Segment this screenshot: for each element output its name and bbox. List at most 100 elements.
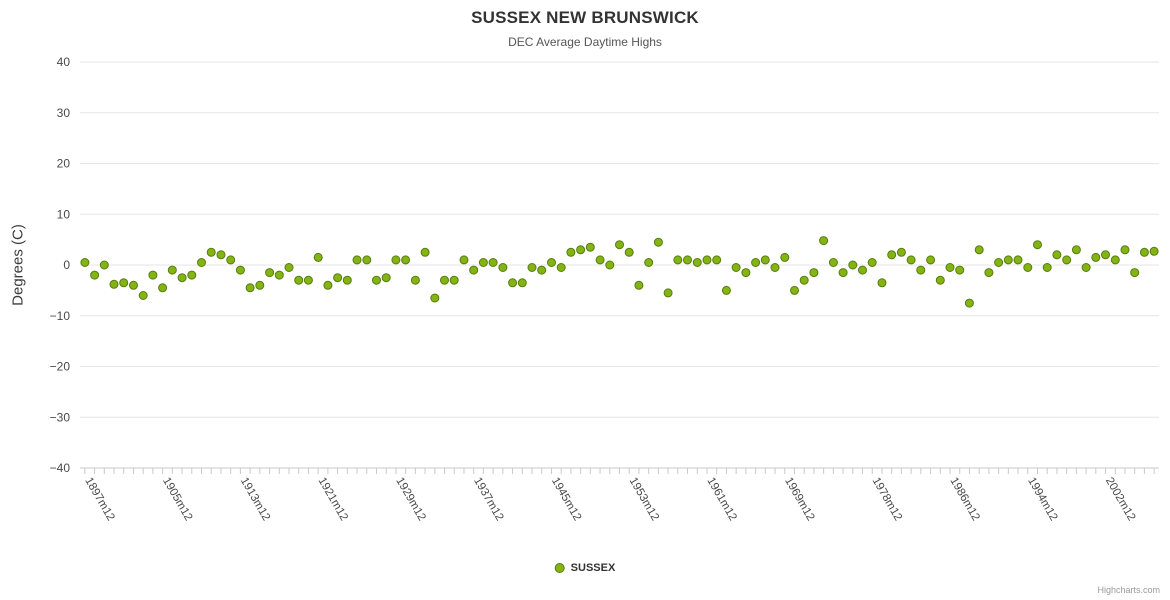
data-point	[508, 278, 518, 288]
data-point	[556, 263, 566, 272]
legend-label: SUSSEX	[570, 562, 616, 574]
y-tick-label: −10	[50, 309, 71, 323]
data-point	[955, 265, 965, 275]
data-point	[576, 245, 586, 255]
y-tick-label: 30	[57, 106, 71, 120]
data-point	[1091, 252, 1101, 262]
data-point	[517, 278, 527, 288]
data-point	[177, 273, 187, 283]
data-point	[683, 255, 692, 265]
y-tick-label: −20	[50, 360, 71, 374]
data-point	[206, 247, 216, 257]
data-point	[547, 258, 556, 267]
data-point	[634, 280, 644, 290]
data-point	[255, 280, 265, 290]
x-tick-label: 1929m12	[393, 476, 427, 524]
x-tick-label: 1945m12	[549, 476, 583, 524]
data-point	[702, 255, 712, 265]
data-point	[984, 268, 994, 278]
data-point	[828, 258, 838, 267]
data-point	[751, 258, 761, 267]
data-point	[1071, 245, 1081, 255]
data-point	[1139, 247, 1149, 257]
data-point	[1101, 250, 1110, 260]
data-point	[1081, 263, 1091, 272]
x-tick-label: 1897m12	[82, 476, 116, 524]
data-point	[566, 247, 576, 257]
x-tick-label: 1969m12	[782, 476, 816, 524]
data-point	[838, 268, 848, 278]
x-axis-labels: 1897m12 1905m12 1913m12 1921m12 1929m12 1937m…	[82, 476, 1137, 524]
data-point	[167, 265, 177, 275]
data-point	[799, 275, 809, 285]
data-point	[284, 263, 294, 272]
data-point	[848, 260, 858, 270]
data-point	[741, 268, 751, 278]
highcharts-credits-link[interactable]: Highcharts.com	[1097, 585, 1160, 595]
data-point	[1033, 240, 1042, 250]
data-point	[1120, 245, 1130, 255]
data-point	[926, 255, 936, 265]
data-point	[440, 275, 449, 285]
data-point	[119, 278, 129, 288]
data-point	[858, 265, 867, 275]
data-point	[401, 255, 411, 265]
data-point	[653, 237, 663, 247]
x-tick-label: 1937m12	[471, 476, 505, 524]
data-point	[1149, 246, 1159, 256]
data-point	[906, 255, 916, 265]
y-tick-label: 20	[57, 157, 71, 171]
data-point	[1042, 263, 1052, 272]
data-point	[605, 260, 615, 270]
data-point	[148, 270, 158, 280]
data-point	[235, 265, 245, 275]
data-point	[469, 265, 479, 275]
data-point	[138, 291, 148, 300]
chart-title: SUSSEX NEW BRUNSWICK	[471, 8, 699, 27]
data-point	[731, 263, 741, 272]
data-point	[109, 279, 119, 289]
data-point	[1062, 255, 1072, 265]
data-point	[391, 255, 401, 265]
data-point	[527, 263, 537, 272]
data-point	[498, 263, 508, 272]
data-point	[342, 275, 352, 285]
scatter-points	[80, 236, 1159, 308]
y-axis-labels: 40 30 20 10 0 −10 −20 −30 −40	[50, 55, 71, 475]
x-tick-label: 2002m12	[1103, 476, 1137, 524]
data-point	[197, 258, 206, 267]
data-point	[887, 250, 897, 260]
data-point	[1023, 263, 1033, 272]
data-point	[721, 285, 731, 295]
data-point	[158, 283, 168, 293]
data-point	[935, 275, 945, 285]
y-tick-label: 10	[57, 207, 71, 221]
y-tick-label: 40	[57, 55, 71, 69]
x-tick-label: 1913m12	[238, 476, 272, 524]
data-point	[867, 258, 877, 267]
y-tick-label: −30	[50, 410, 71, 424]
data-point	[303, 275, 313, 285]
x-tick-label: 1953m12	[627, 476, 661, 524]
data-point	[381, 273, 391, 283]
data-point	[896, 247, 906, 257]
data-point	[595, 255, 605, 265]
legend-item-sussex[interactable]: SUSSEX	[554, 562, 616, 574]
data-point	[265, 268, 275, 278]
data-point	[313, 252, 323, 262]
data-point	[964, 298, 974, 308]
data-point	[809, 268, 819, 278]
data-point	[877, 278, 887, 288]
data-point	[994, 258, 1004, 267]
data-point	[916, 265, 926, 275]
data-point	[692, 258, 702, 267]
data-point	[1013, 255, 1023, 265]
data-point	[624, 247, 634, 257]
data-point	[1130, 268, 1140, 278]
data-point	[459, 255, 469, 265]
data-point	[537, 265, 547, 275]
x-tick-label: 1994m12	[1025, 476, 1059, 524]
data-point	[294, 275, 304, 285]
